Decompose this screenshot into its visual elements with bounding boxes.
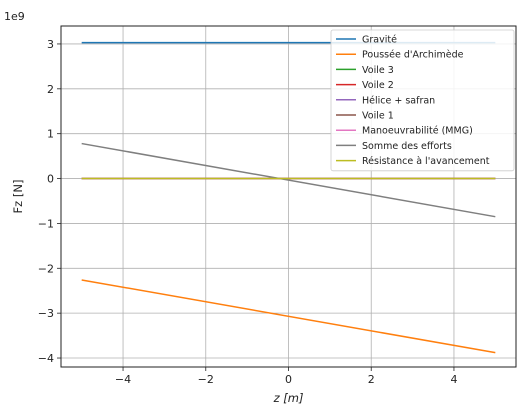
y-tick-label: 2 (47, 83, 54, 96)
series-line-7 (81, 142, 496, 218)
y-multiplier-label: 1e9 (4, 10, 25, 23)
y-tick-label: −1 (38, 217, 54, 230)
x-tick-label: 2 (368, 373, 375, 386)
x-tick-label: 0 (285, 373, 292, 386)
y-tick-label: 3 (47, 38, 54, 51)
legend-entry: Gravité (362, 35, 397, 46)
y-tick-label: −2 (38, 262, 54, 275)
legend-entry: Poussée d'Archimède (362, 50, 464, 61)
legend-entry: Voile 1 (362, 111, 394, 122)
x-axis-label: z [m] (273, 391, 304, 405)
legend-entry: Voile 2 (362, 80, 394, 91)
y-tick-label: −3 (38, 307, 54, 320)
legend-box (330, 29, 515, 172)
y-tick-label: 1 (47, 128, 54, 141)
legend: Gravité Poussée d'Archimède Voile 3 Voile 2… (330, 29, 515, 172)
x-tick-label: −4 (115, 373, 131, 386)
legend-entry: Somme des efforts (362, 141, 452, 152)
legend-entry: Manoeuvrabilité (MMG) (362, 126, 473, 137)
x-tick-label: −2 (198, 373, 214, 386)
x-tick-label: 4 (450, 373, 457, 386)
y-tick-label: −4 (38, 352, 54, 365)
legend-entry: Hélice + safran (362, 95, 435, 106)
ticks: −4 −2 0 2 4 −4 −3 −2 −1 0 1 2 3 (38, 38, 458, 386)
series-line-1 (81, 279, 496, 354)
legend-entry: Voile 3 (362, 65, 394, 76)
y-tick-label: 0 (47, 173, 54, 186)
y-axis-label: Fz [N] (11, 180, 25, 214)
legend-entry: Résistance à l'avancement (362, 156, 490, 167)
